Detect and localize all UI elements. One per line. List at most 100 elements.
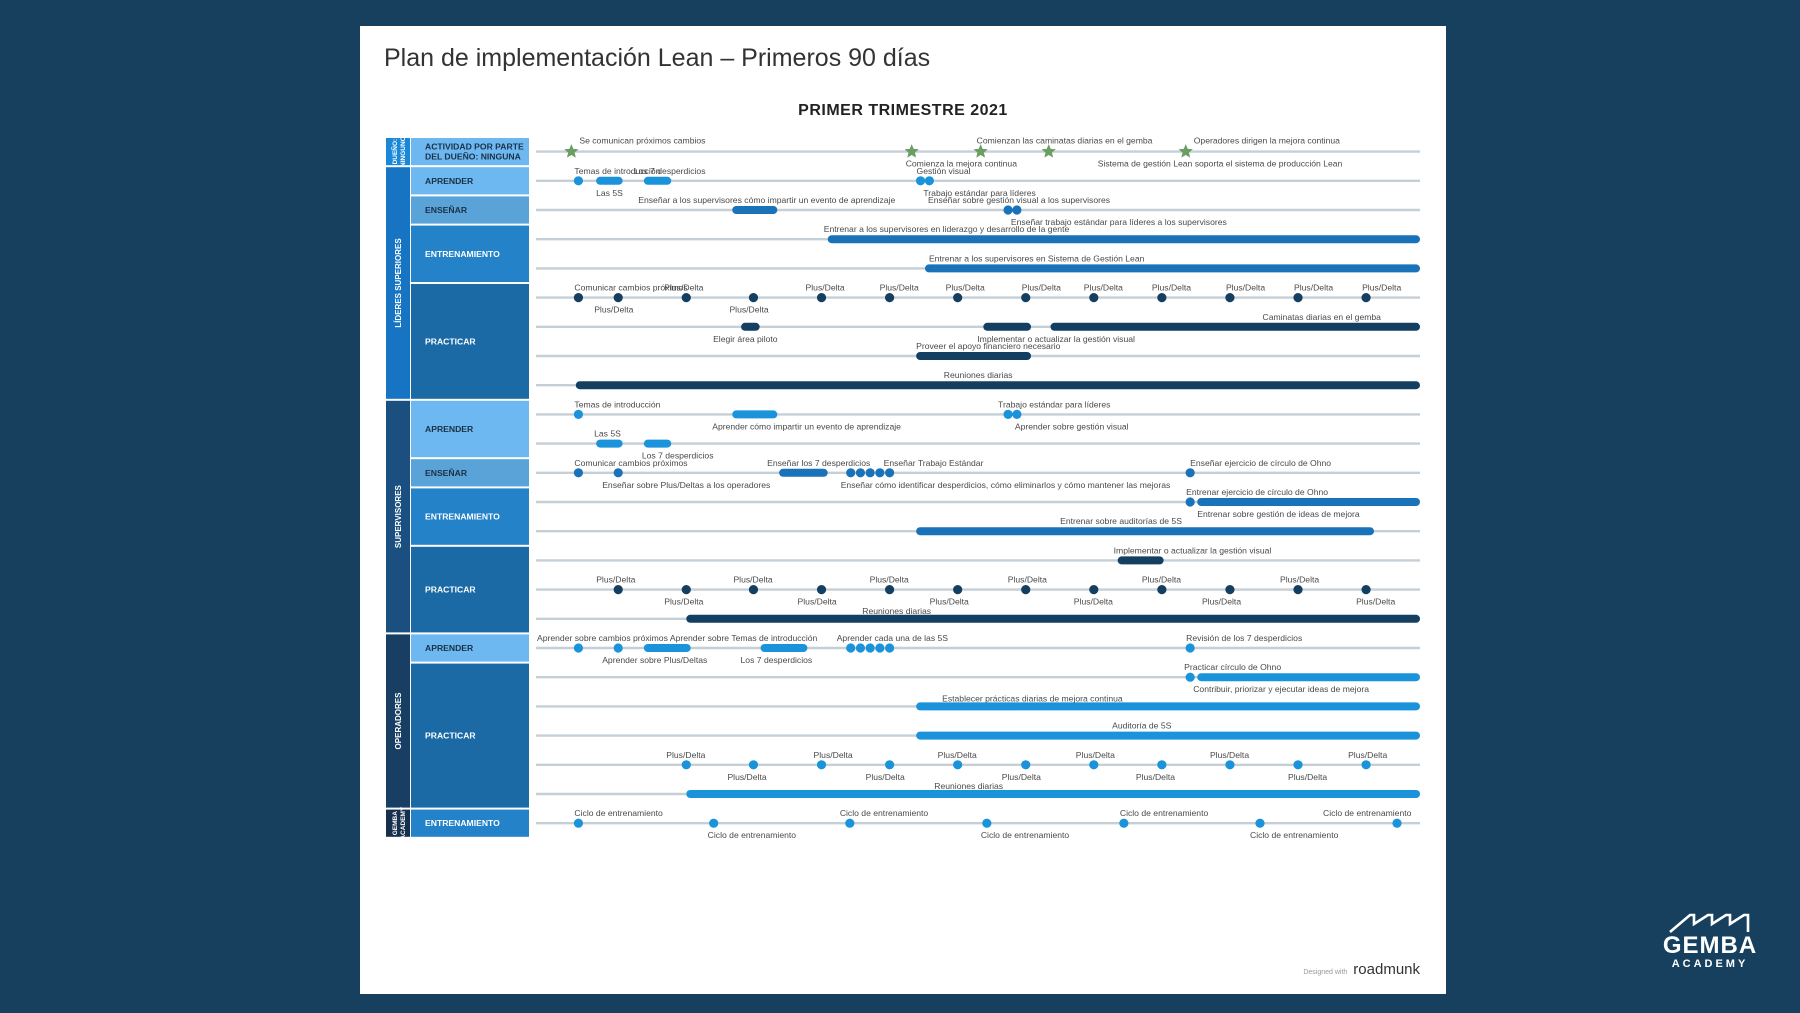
page-title: Plan de implementación Lean – Primeros 9… [384,44,931,72]
activity-label: Aprender sobre Temas de introducción [670,633,818,643]
milestone-dot [1157,585,1167,595]
activity-label: Temas de introducción [574,399,660,409]
milestone-dot [1012,205,1022,215]
activity-bar [916,702,1420,711]
milestone-dot [846,643,856,653]
activity-label: Comunicar cambios próximos [574,458,687,468]
activity-bar [827,235,1420,244]
milestone-dot [1361,760,1371,770]
activity-label: Plus/Delta [1348,750,1387,760]
activity-label: Enseñar cómo identificar desperdicios, c… [841,480,1171,490]
activity-label: Enseñar ejercicio de círculo de Ohno [1190,458,1331,468]
activity-label: Enseñar a los supervisores cómo impartir… [638,195,895,205]
activity-label: Plus/Delta [664,283,703,293]
activity-label: Los 7 desperdicios [741,655,813,665]
activity-bar [596,439,623,448]
activity-label: Plus/Delta [946,283,985,293]
credit-prefix: Designed with [1303,969,1348,976]
group-band [386,809,410,837]
lane-band [411,663,529,808]
activity-label: Plus/Delta [1356,597,1395,607]
activity-label: Plus/Delta [1076,750,1115,760]
milestone-dot [573,176,584,186]
milestone-dot [681,293,691,303]
activity-label: Plus/Delta [1294,283,1333,293]
milestone-dot [953,760,963,770]
activity-label: Aprender sobre Plus/Deltas [602,655,707,665]
milestone-dot [1089,585,1099,595]
activity-label: Caminatas diarias en el gemba [1262,312,1381,322]
designed-with-credit: Designed with roadmunk [1303,961,1420,978]
activity-label: Plus/Delta [938,750,977,760]
activity-bar [983,322,1032,331]
group-label: LÍDERES SUPERIORES [394,238,403,328]
activity-label: Sistema de gestión Lean soporta el siste… [1098,159,1343,169]
activity-label: Ciclo de entrenamiento [1250,830,1339,840]
lane-label: PRACTICAR [425,731,476,741]
activity-bar [1197,673,1420,682]
activity-label: Enseñar Trabajo Estándar [884,458,984,468]
roadmap-card: Plan de implementación Lean – Primeros 9… [360,26,1446,994]
activity-label: Trabajo estándar para líderes [923,188,1035,198]
activity-label: Revisión de los 7 desperdicios [1186,633,1302,643]
milestone-dot [1157,760,1167,770]
milestone-dot [885,760,895,770]
milestone-dot [1185,643,1195,653]
milestone-star-icon [1178,144,1193,158]
activity-label: Plus/Delta [806,283,845,293]
lane-band [411,400,529,458]
milestone-dot [1089,293,1099,303]
milestone-dot [1003,205,1013,215]
milestone-dot [1021,293,1031,303]
milestone-dot [953,293,963,303]
lane-band [411,138,529,166]
activity-label: Comunicar cambios próximos [574,283,687,293]
milestone-dot [1157,293,1167,303]
lane-label: ENSEÑAR [425,205,468,215]
activity-label: Ciclo de entrenamiento [981,830,1070,840]
milestone-star-icon [904,144,919,158]
milestone-dot [875,468,885,478]
activity-label: Auditoría de 5S [1112,721,1172,731]
activity-label: Plus/Delta [1288,772,1327,782]
milestone-dot [748,293,759,303]
lane-label: APRENDER [425,643,474,653]
roofline-icon [1669,913,1750,933]
milestone-dot [1021,585,1031,595]
activity-label: Aprender cada una de las 5S [837,633,949,643]
activity-label: Plus/Delta [666,750,705,760]
milestone-dot [1361,293,1371,303]
milestone-dot [1225,293,1235,303]
activity-label: Implementar o actualizar la gestión visu… [977,334,1135,344]
activity-label: Elegir área piloto [713,334,778,344]
milestone-dot [681,585,691,595]
milestone-dot [1392,818,1402,828]
activity-label: Los 7 desperdicios [634,166,706,176]
milestone-dot [1293,293,1303,303]
activity-bar [916,352,1032,360]
activity-label: Plus/Delta [870,575,909,585]
group-label: DUEÑO:NINGUNO [390,136,407,167]
activity-label: Plus/Delta [930,597,969,607]
milestone-dot [613,293,623,303]
milestone-dot [1255,818,1265,828]
milestone-dot [885,585,895,595]
activity-label: Enseñar los 7 desperdicios [767,458,870,468]
lane-band [411,196,529,224]
milestone-dot [613,643,623,653]
activity-label: Temas de introducción [574,166,660,176]
activity-label: Trabajo estándar para líderes [998,399,1110,409]
activity-label: Entrenar sobre auditorías de 5S [1060,516,1182,526]
milestone-dot [613,468,623,478]
lane-label: PRACTICAR [425,585,476,595]
activity-bar [575,381,1420,390]
logo-sub: ACADEMY [1671,958,1749,970]
milestone-dot [855,643,866,653]
activity-label: Contribuir, priorizar y ejecutar ideas d… [1193,684,1369,694]
milestone-dot [855,468,866,478]
lane-band [411,225,529,282]
milestone-dot [865,468,875,478]
milestone-dot [1293,585,1303,595]
activity-bar [686,790,1420,798]
milestone-dot [885,643,895,653]
